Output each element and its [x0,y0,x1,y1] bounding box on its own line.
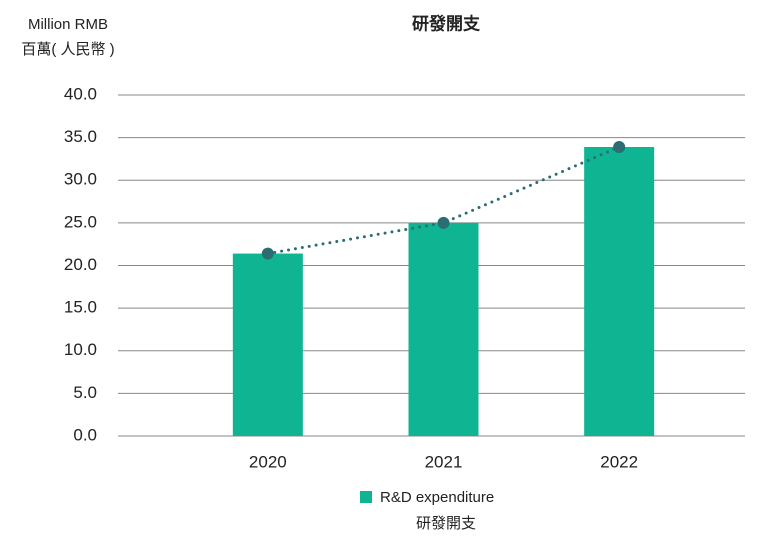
bar [408,222,479,436]
legend-label: 研發開支 [416,515,476,532]
y-axis-label: 百萬( 人民幣 ) [21,41,114,58]
legend-label: R&D expenditure [380,489,494,506]
chart-title: 研發開支 [412,13,481,33]
y-tick-label: 35.0 [64,127,97,146]
y-tick-label: 25.0 [64,212,97,231]
y-tick-label: 20.0 [64,255,97,274]
x-tick-label: 2021 [425,452,463,471]
bar [584,147,655,436]
line-marker [437,216,450,229]
line-marker [613,141,626,154]
y-tick-label: 30.0 [64,170,97,189]
line-marker [261,247,274,260]
y-tick-label: 0.0 [73,425,97,444]
legend-swatch [360,491,372,503]
y-tick-label: 40.0 [64,84,97,103]
bar [232,253,303,436]
x-tick-label: 2020 [249,452,287,471]
x-tick-label: 2022 [600,452,638,471]
y-tick-label: 15.0 [64,298,97,317]
y-tick-label: 10.0 [64,340,97,359]
y-axis-label: Million RMB [28,16,108,33]
y-tick-label: 5.0 [73,383,97,402]
